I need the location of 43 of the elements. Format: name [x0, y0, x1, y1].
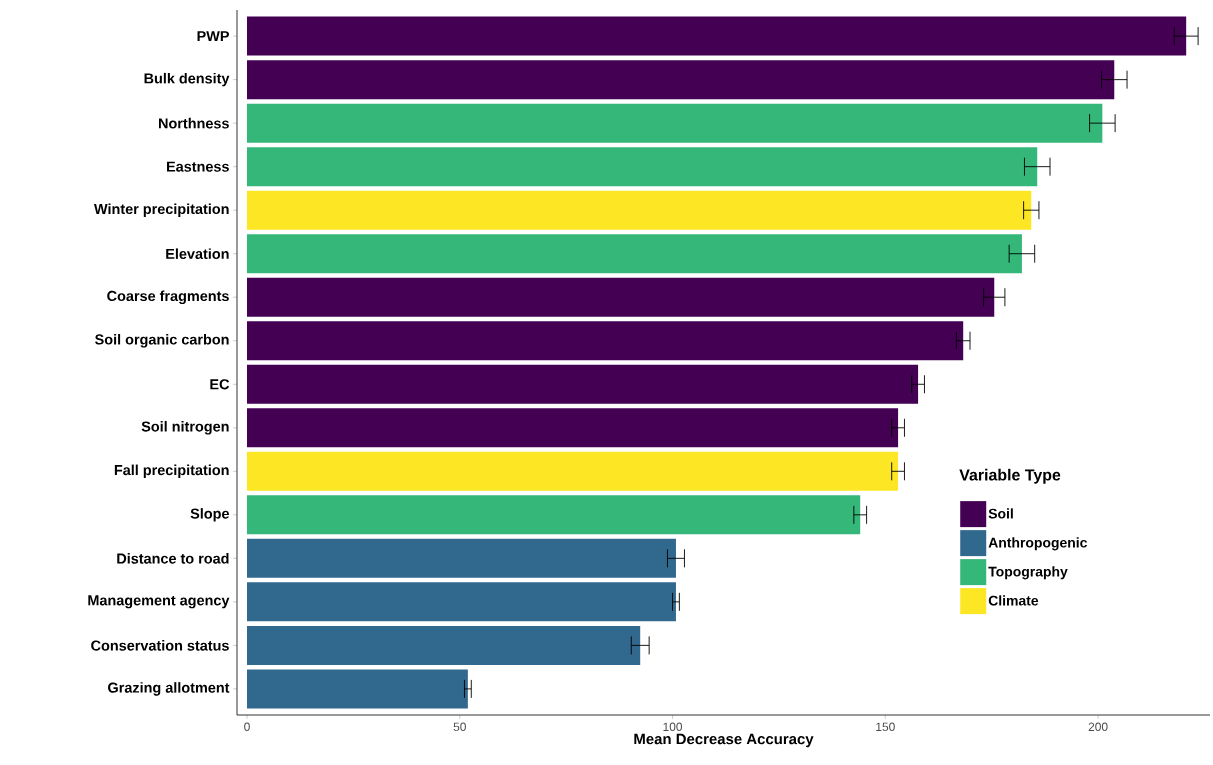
y-tick-label: Winter precipitation — [93, 203, 229, 217]
x-tick-label: 0 — [244, 722, 250, 731]
bar — [247, 60, 1115, 100]
y-tick-label: PWP — [197, 31, 229, 42]
y-tick-label: EC — [210, 379, 230, 390]
legend-label: Anthropogenic — [988, 537, 1087, 551]
bar — [247, 234, 1022, 274]
y-tick-label: Grazing allotment — [108, 682, 230, 696]
y-tick-label: Fall precipitation — [114, 464, 229, 479]
bar — [247, 277, 995, 317]
legend-title: Variable Type — [959, 468, 1061, 484]
bar — [247, 451, 899, 491]
bar — [247, 625, 641, 665]
bar — [247, 582, 676, 622]
bar — [247, 408, 899, 448]
y-tick-label: Management agency — [88, 595, 230, 609]
bar — [247, 147, 1038, 187]
x-axis-title: Mean Decrease Accuracy — [634, 733, 814, 748]
bar — [247, 321, 964, 361]
legend-label: Soil — [988, 508, 1013, 519]
y-tick-label: Soil nitrogen — [141, 421, 229, 435]
y-tick-label: Slope — [190, 508, 229, 522]
bar — [247, 103, 1103, 143]
x-tick-label: 200 — [1088, 722, 1108, 731]
bar — [247, 16, 1187, 56]
bar — [247, 669, 468, 709]
bar — [247, 190, 1032, 230]
bar — [247, 495, 861, 535]
y-tick-label: Elevation — [166, 248, 229, 260]
x-tick-label: 150 — [876, 722, 895, 731]
y-tick-label: Distance to road — [117, 553, 229, 564]
x-tick-label: 100 — [663, 722, 683, 731]
y-tick-label: Soil organic carbon — [95, 333, 229, 348]
y-tick-label: Northness — [159, 117, 229, 129]
legend-label: Topography — [988, 566, 1068, 580]
y-tick-label: Coarse fragments — [107, 290, 229, 304]
y-tick-label: Bulk density — [144, 72, 230, 87]
y-tick-label: Conservation status — [91, 640, 229, 651]
bar — [247, 538, 676, 578]
x-tick-label: 50 — [453, 722, 466, 731]
legend-label: Climate — [988, 595, 1039, 606]
y-tick-label: Eastness — [167, 161, 229, 172]
bar — [247, 364, 919, 404]
